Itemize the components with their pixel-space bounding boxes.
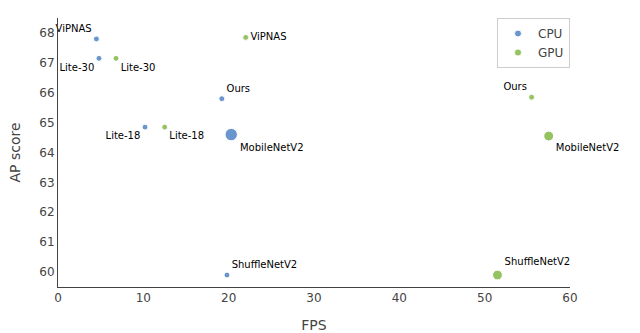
svg-text:ViPNAS: ViPNAS <box>250 31 286 42</box>
svg-text:60: 60 <box>562 291 577 305</box>
svg-text:ShuffleNetV2: ShuffleNetV2 <box>232 259 298 270</box>
svg-text:66: 66 <box>39 86 54 100</box>
svg-text:61: 61 <box>39 235 54 249</box>
svg-text:63: 63 <box>39 176 54 190</box>
svg-text:Lite-30: Lite-30 <box>121 62 156 73</box>
svg-text:GPU: GPU <box>538 46 563 60</box>
svg-text:ShuffleNetV2: ShuffleNetV2 <box>505 256 571 267</box>
svg-text:Ours: Ours <box>227 83 251 94</box>
svg-text:10: 10 <box>136 291 151 305</box>
svg-text:AP score: AP score <box>7 122 23 182</box>
svg-text:68: 68 <box>39 26 54 40</box>
svg-text:Ours: Ours <box>503 81 527 92</box>
svg-text:CPU: CPU <box>538 27 562 41</box>
svg-text:FPS: FPS <box>301 317 326 333</box>
svg-text:Lite-30: Lite-30 <box>60 62 95 73</box>
svg-text:MobileNetV2: MobileNetV2 <box>240 142 304 153</box>
svg-text:30: 30 <box>306 291 321 305</box>
svg-text:ViPNAS: ViPNAS <box>56 23 92 34</box>
svg-text:67: 67 <box>39 56 54 70</box>
svg-text:MobileNetV2: MobileNetV2 <box>556 142 620 153</box>
svg-text:60: 60 <box>39 265 54 279</box>
svg-text:40: 40 <box>392 291 407 305</box>
svg-text:64: 64 <box>39 146 54 160</box>
svg-text:20: 20 <box>221 291 236 305</box>
svg-text:65: 65 <box>39 116 54 130</box>
svg-text:0: 0 <box>54 291 62 305</box>
svg-text:Lite-18: Lite-18 <box>106 130 141 141</box>
svg-text:Lite-18: Lite-18 <box>169 130 204 141</box>
svg-text:62: 62 <box>39 205 54 219</box>
svg-text:50: 50 <box>477 291 492 305</box>
